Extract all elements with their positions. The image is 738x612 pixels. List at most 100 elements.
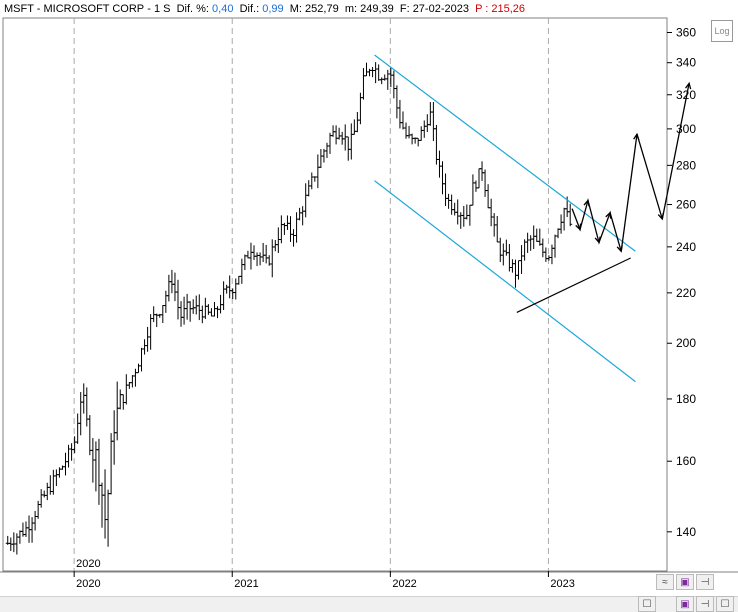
save-icon[interactable]: ▣ bbox=[676, 574, 694, 590]
ohlc-bar bbox=[315, 154, 320, 189]
x-tick-label: 2020 bbox=[76, 578, 100, 590]
ohlc-bar bbox=[379, 77, 384, 85]
ohlc-bar bbox=[449, 194, 454, 215]
y-tick-label: 260 bbox=[676, 198, 696, 212]
ohlc-bar bbox=[510, 259, 515, 273]
ohlc-bar bbox=[300, 206, 305, 226]
ohlc-bar bbox=[75, 413, 80, 444]
ohlc-bar bbox=[203, 297, 208, 319]
pin-icon[interactable]: ⊣ bbox=[696, 574, 714, 590]
ohlc-bar bbox=[255, 252, 260, 267]
ohlc-bar bbox=[194, 295, 199, 315]
ohlc-bar bbox=[160, 305, 165, 323]
y-axis: 140 160 180 200 220 240 260 280 300 320 340 360 bbox=[667, 25, 696, 539]
ohlc-bar bbox=[69, 443, 74, 461]
ohlc-bar bbox=[197, 294, 202, 321]
projection-arrowhead bbox=[633, 132, 640, 141]
ohlc-bar bbox=[72, 436, 77, 454]
ohlc-bar bbox=[419, 126, 424, 141]
ohlc-bar bbox=[349, 123, 354, 160]
ohlc-bar bbox=[425, 114, 430, 133]
ohlc-bar bbox=[93, 441, 98, 492]
ohlc-bar bbox=[352, 119, 357, 135]
ohlc-bar bbox=[39, 489, 44, 508]
dif-value: 0,99 bbox=[262, 3, 284, 15]
ohlc-bar bbox=[106, 489, 111, 547]
ohlc-bar bbox=[355, 112, 360, 133]
log-scale-button[interactable]: Log bbox=[711, 20, 733, 42]
x-tick-label: 2021 bbox=[234, 578, 258, 590]
checkbox-icon[interactable]: ☐ bbox=[638, 596, 656, 612]
y-tick-label: 200 bbox=[676, 336, 696, 350]
ohlc-bar bbox=[504, 239, 509, 256]
symbol-label: MSFT - MICROSOFT CORP bbox=[4, 3, 145, 15]
ohlc-bar bbox=[261, 242, 266, 262]
ohlc-bar bbox=[175, 279, 180, 320]
ohlc-bar bbox=[81, 383, 86, 414]
ohlc-bar bbox=[297, 207, 302, 221]
ohlc-bar bbox=[556, 228, 561, 239]
min-label: m: 249,39 bbox=[344, 3, 394, 15]
ohlc-bar bbox=[455, 199, 460, 225]
ohlc-bar bbox=[60, 465, 65, 470]
status-strip: ☐ ▣ ⊣ ☐ bbox=[0, 596, 738, 612]
y-tick-label: 160 bbox=[676, 454, 696, 468]
ohlc-bar bbox=[270, 239, 275, 278]
year-marker: 2020 bbox=[76, 558, 100, 570]
ohlc-bar bbox=[519, 245, 524, 274]
x-axis: 2020 2021 2022 2023 2020 bbox=[73, 558, 575, 590]
ohlc-bar bbox=[382, 74, 387, 81]
ohlc-bar bbox=[309, 172, 314, 190]
ohlc-bar bbox=[549, 244, 554, 265]
ohlc-bar bbox=[133, 368, 138, 387]
ohlc-bar bbox=[115, 381, 120, 441]
ohlc-bar bbox=[373, 62, 378, 84]
ohlc-bar bbox=[212, 301, 217, 317]
ohlc-bar bbox=[264, 244, 269, 264]
ohlc-bar bbox=[14, 533, 19, 555]
ohlc-bar bbox=[66, 444, 71, 468]
ohlc-bar bbox=[343, 124, 348, 151]
ohlc-bar bbox=[470, 174, 475, 206]
ohlc-bar bbox=[124, 374, 129, 405]
chart-frame bbox=[0, 17, 738, 573]
ohlc-bar bbox=[84, 387, 89, 427]
ohlc-bar bbox=[422, 120, 427, 138]
ohlc-bar bbox=[303, 183, 308, 218]
ohlc-bar bbox=[96, 438, 101, 505]
ohlc-bar bbox=[282, 222, 287, 235]
ohlc-bar bbox=[525, 232, 530, 253]
ohlc-bar bbox=[400, 111, 405, 130]
x-tick-label: 2022 bbox=[392, 578, 416, 590]
ohlc-bar bbox=[148, 314, 153, 350]
pin-icon[interactable]: ⊣ bbox=[696, 596, 714, 612]
ohlc-bar bbox=[434, 124, 439, 165]
ohlc-bar bbox=[118, 389, 123, 410]
ohlc-bar bbox=[543, 247, 548, 262]
ohlc-bar bbox=[236, 275, 241, 285]
ohlc-bar bbox=[458, 212, 463, 229]
ohlc-bar bbox=[279, 215, 284, 244]
ohlc-bar bbox=[537, 228, 542, 246]
ohlc-bar bbox=[528, 235, 533, 251]
ohlc-bar bbox=[109, 433, 114, 495]
ohlc-bar bbox=[516, 260, 521, 280]
ohlc-bar bbox=[139, 347, 144, 372]
ohlc-bar bbox=[346, 136, 351, 161]
ohlc-bar bbox=[36, 500, 41, 519]
zoom-icon[interactable]: ≈ bbox=[656, 574, 674, 590]
ohlc-bar bbox=[407, 125, 412, 139]
ohlc-bar bbox=[324, 142, 329, 158]
toolbar: ≈ ▣ ⊣ bbox=[656, 574, 714, 590]
ohlc-bar bbox=[245, 250, 250, 259]
y-tick-label: 180 bbox=[676, 392, 696, 406]
ohlc-bar bbox=[252, 245, 257, 260]
save-icon[interactable]: ▣ bbox=[676, 596, 694, 612]
ohlc-bar bbox=[142, 339, 147, 355]
ohlc-bar bbox=[23, 521, 28, 537]
checkbox-icon[interactable]: ☐ bbox=[716, 596, 734, 612]
ohlc-bar bbox=[11, 532, 16, 553]
plot-border bbox=[2, 17, 668, 572]
ohlc-bar bbox=[200, 305, 205, 324]
